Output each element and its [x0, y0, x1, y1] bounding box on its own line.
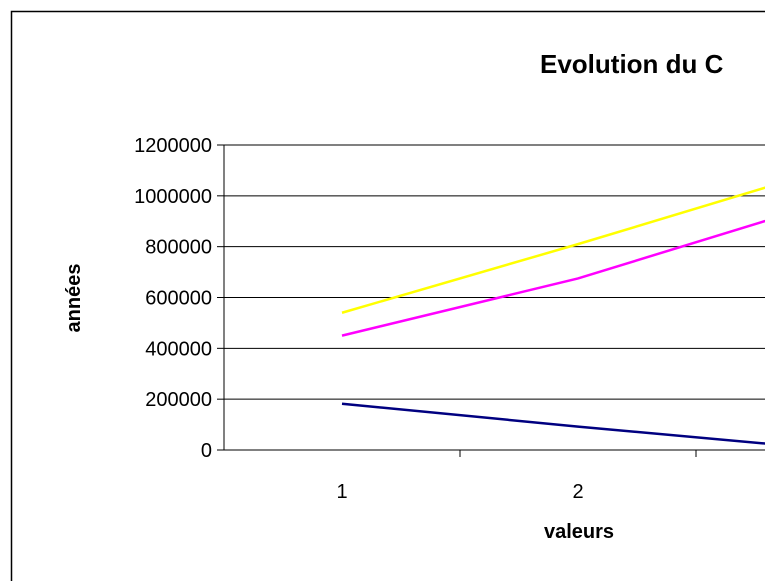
y-tick-label: 1000000 [134, 186, 212, 208]
series-line-2 [341, 219, 765, 337]
y-tick-label: 0 [201, 440, 212, 462]
x-tick-label: 1 [336, 481, 347, 503]
tick-labels: 0 200000 400000 600000 800000 1000000 1200000 1… [134, 135, 583, 503]
series-line-1 [341, 186, 765, 314]
chart-title: Evolution du C [540, 49, 724, 79]
gridlines [224, 144, 765, 400]
y-tick-label: 800000 [145, 237, 212, 259]
x-tick-label: 2 [572, 481, 583, 503]
y-tick-label: 200000 [145, 389, 212, 411]
y-tick-label: 600000 [145, 288, 212, 310]
axes [217, 144, 765, 457]
chart-border [10, 10, 765, 581]
y-axis-title: années [63, 264, 85, 333]
y-tick-label: 400000 [145, 338, 212, 360]
x-axis-title: valeurs [544, 521, 614, 543]
series-lines [341, 186, 765, 445]
y-tick-label: 1200000 [134, 135, 212, 157]
series-line-3 [341, 402, 765, 445]
